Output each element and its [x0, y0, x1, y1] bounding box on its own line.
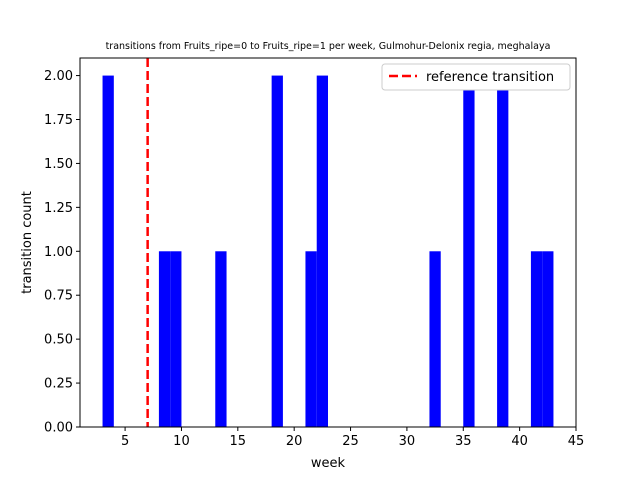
x-tick-label: 40 [511, 434, 528, 449]
x-tick-label: 5 [121, 434, 129, 449]
legend: reference transition [381, 63, 571, 91]
y-axis-label: transition count [20, 191, 35, 294]
x-tick-label: 15 [230, 434, 247, 449]
x-tick-label: 10 [173, 434, 190, 449]
bar-2 [170, 251, 182, 427]
chart-title: transitions from Fruits_ripe=0 to Fruits… [106, 41, 551, 52]
y-tick-label: 0.00 [44, 421, 73, 436]
bar-11 [542, 251, 554, 427]
bar-6 [316, 75, 328, 428]
y-tick-label: 1.25 [44, 201, 73, 216]
bar-0 [102, 75, 114, 428]
y-tick-label: 1.50 [44, 157, 73, 172]
x-tick-label: 30 [399, 434, 416, 449]
bar-3 [215, 251, 227, 427]
x-axis: 5 10 15 20 25 30 35 40 45 [121, 427, 584, 449]
x-tick-label: 25 [342, 434, 359, 449]
bar-7 [429, 251, 441, 427]
y-tick-label: 2.00 [44, 69, 73, 84]
x-axis-label: week [311, 456, 346, 471]
y-axis: 0.00 0.25 0.50 0.75 1.00 1.25 1.50 1.75 2.00 [44, 69, 80, 436]
bars-layer [102, 75, 554, 428]
legend-box [381, 63, 571, 91]
bar-5 [305, 251, 317, 427]
x-tick-label: 45 [568, 434, 585, 449]
y-tick-label: 0.75 [44, 289, 73, 304]
x-tick-label: 35 [455, 434, 472, 449]
x-tick-label: 20 [286, 434, 303, 449]
bar-1 [158, 251, 171, 427]
bar-4 [271, 75, 283, 428]
bar-8 [463, 75, 475, 428]
y-tick-label: 0.50 [44, 333, 73, 348]
plot-frame [79, 57, 577, 428]
bar-9 [497, 75, 509, 428]
bar-10 [530, 251, 543, 427]
y-tick-label: 0.25 [44, 377, 73, 392]
y-tick-label: 1.00 [44, 245, 73, 260]
y-tick-label: 1.75 [44, 113, 73, 128]
legend-label-reference: reference transition [426, 70, 554, 85]
